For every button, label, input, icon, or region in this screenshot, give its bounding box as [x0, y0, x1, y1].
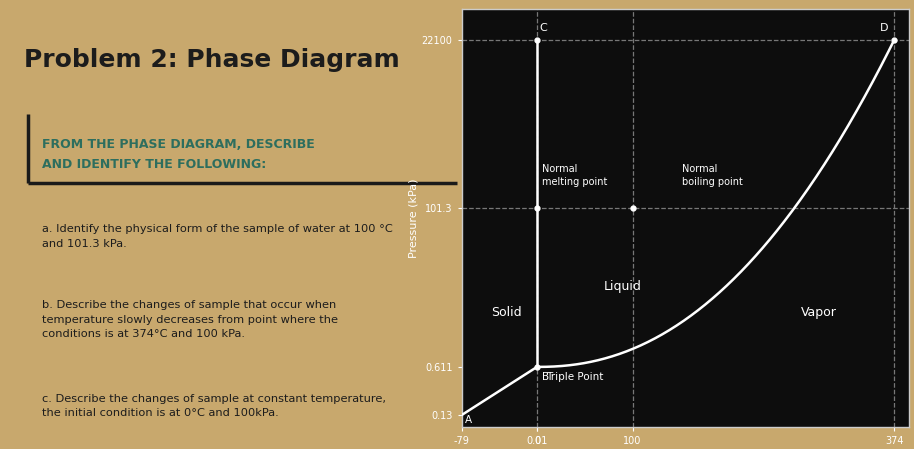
Text: c. Describe the changes of sample at constant temperature,
the initial condition: c. Describe the changes of sample at con… [42, 394, 387, 418]
Text: B: B [542, 372, 549, 382]
Text: Triple Point: Triple Point [547, 372, 604, 382]
Y-axis label: Pressure (kPa): Pressure (kPa) [409, 178, 419, 258]
Text: D: D [880, 23, 888, 33]
Text: b. Describe the changes of sample that occur when
temperature slowly decreases f: b. Describe the changes of sample that o… [42, 300, 338, 339]
Text: Normal
melting point: Normal melting point [542, 164, 607, 187]
Text: Liquid: Liquid [604, 280, 642, 293]
Text: a. Identify the physical form of the sample of water at 100 °C
and 101.3 kPa.: a. Identify the physical form of the sam… [42, 224, 393, 249]
Text: FROM THE PHASE DIAGRAM, DESCRIBE
AND IDENTIFY THE FOLLOWING:: FROM THE PHASE DIAGRAM, DESCRIBE AND IDE… [42, 138, 315, 171]
Text: Normal
boiling point: Normal boiling point [682, 164, 743, 187]
Text: Problem 2: Phase Diagram: Problem 2: Phase Diagram [24, 48, 399, 72]
Text: A: A [464, 415, 472, 425]
Text: Vapor: Vapor [801, 306, 836, 319]
Text: Solid: Solid [491, 306, 522, 319]
Text: C: C [540, 23, 547, 33]
